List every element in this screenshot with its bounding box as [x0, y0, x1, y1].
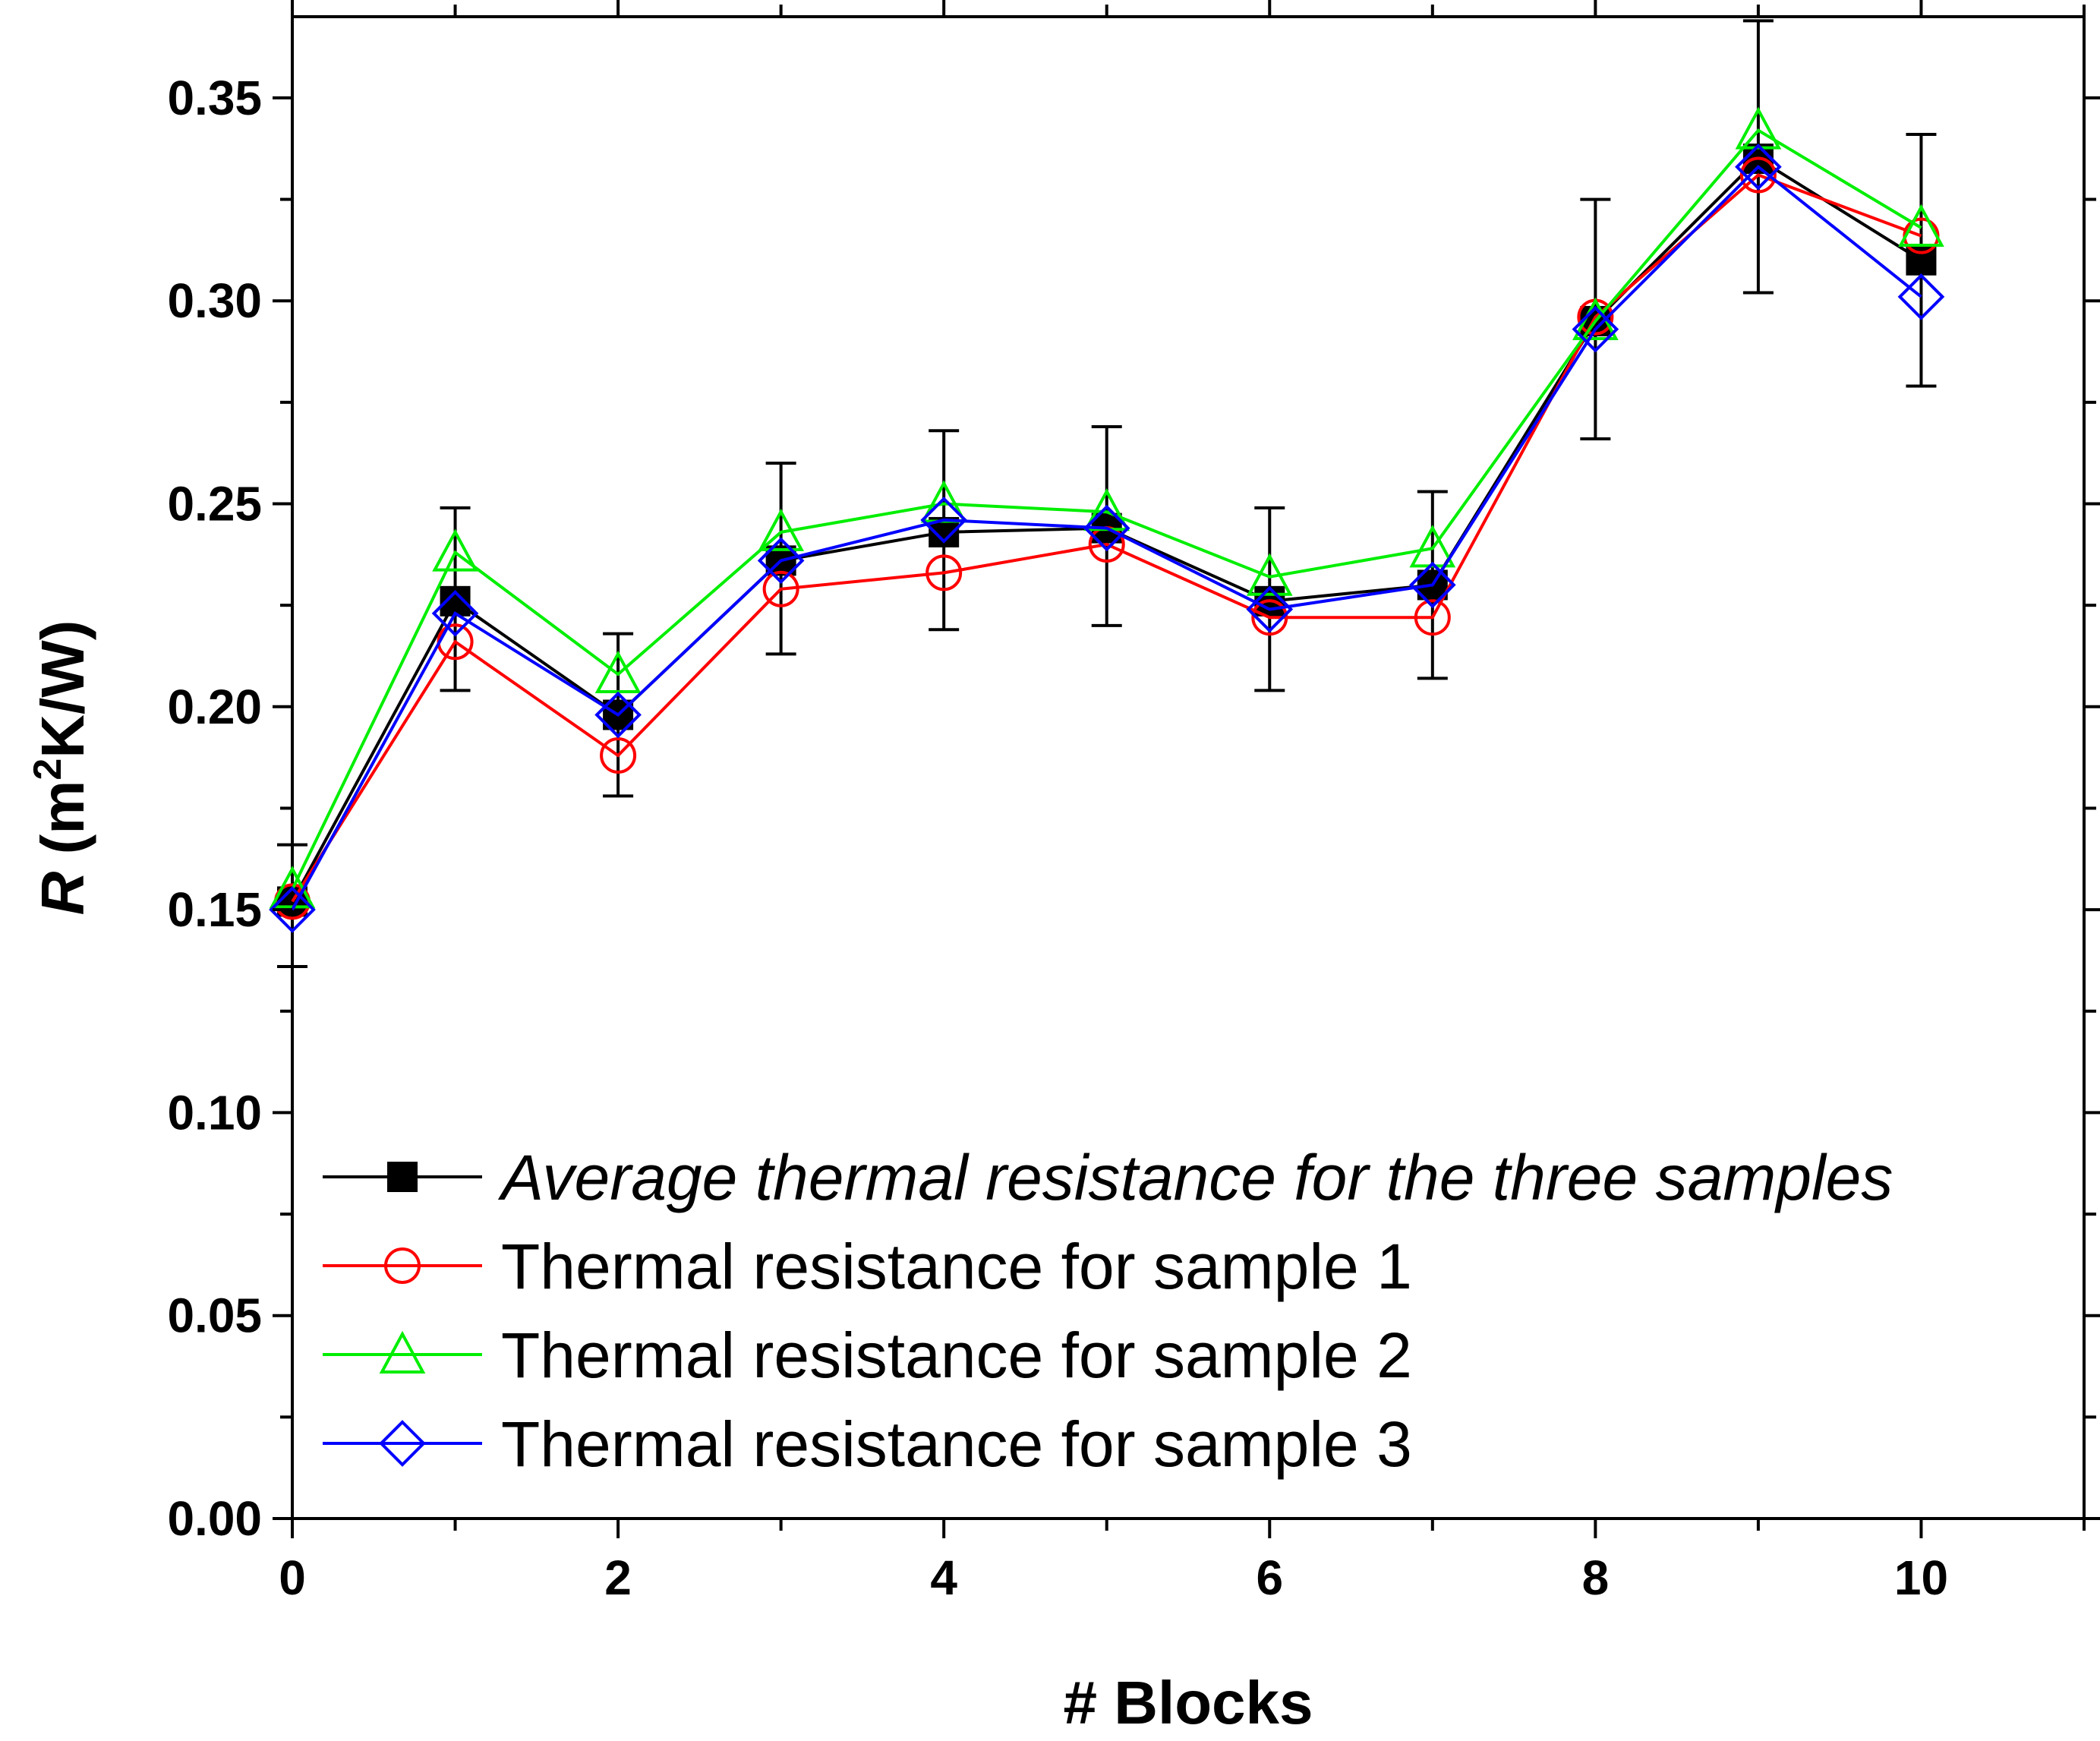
- y-axis-unit-sup: 2: [26, 759, 70, 781]
- x-tick-label: 4: [930, 1550, 957, 1605]
- series-line: [291, 173, 1922, 903]
- data-point-circle: [925, 554, 963, 591]
- legend-item: Thermal resistance for sample 3: [323, 1408, 1412, 1480]
- data-point-triangle: [758, 508, 804, 551]
- y-axis-var: R: [29, 871, 96, 915]
- data-point-circle: [600, 736, 637, 774]
- y-tick-label: 0.30: [167, 273, 262, 328]
- data-point-triangle: [1409, 525, 1456, 568]
- legend-label: Thermal resistance for sample 2: [501, 1320, 1412, 1391]
- x-tick-label: 8: [1582, 1550, 1610, 1605]
- series-layer: [269, 19, 1945, 968]
- data-point-circle: [384, 1247, 421, 1284]
- data-point-diamond: [594, 691, 642, 739]
- y-axis-unit-close: K/W): [29, 620, 96, 759]
- legend-item: Thermal resistance for sample 2: [323, 1320, 1412, 1391]
- y-tick-label: 0.20: [167, 680, 262, 734]
- axes: [291, 15, 2086, 1520]
- data-point-diamond: [1246, 585, 1294, 633]
- legend-item: Thermal resistance for sample 1: [323, 1231, 1412, 1302]
- x-tick-label: 2: [604, 1550, 632, 1605]
- data-point-diamond: [1735, 143, 1782, 191]
- y-axis-unit-open: (m: [29, 781, 96, 872]
- x-tick-label: 10: [1894, 1550, 1948, 1605]
- y-tick-label: 0.25: [167, 477, 262, 531]
- data-point-diamond: [269, 886, 316, 933]
- series-3: [269, 143, 1945, 933]
- data-point-diamond: [431, 590, 479, 637]
- data-point-diamond: [1408, 561, 1456, 609]
- data-point-circle: [1414, 599, 1451, 636]
- data-point-triangle: [1898, 203, 1944, 247]
- data-point-circle: [1739, 156, 1777, 194]
- data-point-triangle: [379, 1330, 426, 1374]
- data-point-diamond: [1572, 305, 1619, 353]
- x-tick-label: 0: [279, 1550, 306, 1605]
- data-point-diamond: [1897, 273, 1945, 320]
- data-point-triangle: [1735, 106, 1782, 150]
- ticks: 0 2 4 6 8 10 0.00 0.05 0.10 0.15 0.20 0.25 0.30 0.35: [167, 0, 2100, 1605]
- data-point-diamond: [920, 497, 968, 544]
- data-point-diamond: [757, 537, 805, 585]
- legend-label: Thermal resistance for sample 3: [501, 1408, 1412, 1480]
- data-point-square: [387, 1162, 418, 1192]
- y-tick-label: 0.05: [167, 1288, 262, 1343]
- data-point-triangle: [1246, 553, 1293, 596]
- y-tick-label: 0.00: [167, 1491, 262, 1546]
- y-tick-label: 0.15: [167, 882, 262, 937]
- y-axis-title: R (m2K/W): [26, 620, 96, 916]
- legend-label: Thermal resistance for sample 1: [501, 1231, 1412, 1302]
- series-line: [291, 165, 1922, 911]
- data-point-triangle: [432, 528, 478, 572]
- plot-frame: [291, 15, 2086, 1520]
- legend-item: Average thermal resistance for the three…: [323, 1142, 1893, 1213]
- legend: Average thermal resistance for the three…: [323, 1142, 1893, 1480]
- data-point-circle: [1251, 599, 1288, 636]
- data-point-diamond: [379, 1420, 426, 1467]
- y-tick-label: 0.35: [167, 71, 262, 125]
- data-point-diamond: [1083, 504, 1130, 552]
- x-tick-label: 6: [1256, 1550, 1283, 1605]
- x-axis-title: # Blocks: [1063, 1669, 1313, 1736]
- series-line: [291, 128, 1922, 891]
- data-point-circle: [762, 570, 799, 607]
- legend-label: Average thermal resistance for the three…: [497, 1142, 1893, 1213]
- y-tick-label: 0.10: [167, 1085, 262, 1140]
